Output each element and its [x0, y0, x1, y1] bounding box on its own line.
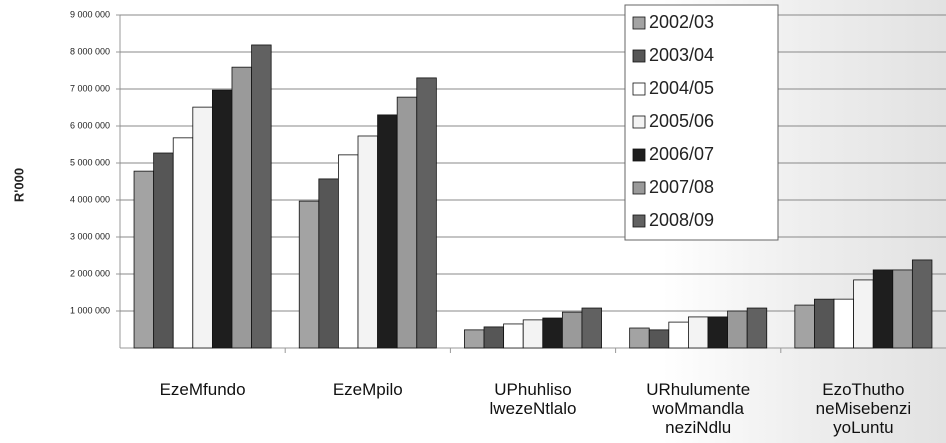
bar	[911, 259, 933, 349]
bar	[561, 311, 583, 349]
legend-label: 2003/04	[649, 45, 714, 65]
y-axis-label: R'000	[11, 168, 26, 202]
legend-swatch	[632, 214, 646, 228]
y-tick-label: 5 000 000	[70, 157, 110, 167]
legend-label: 2004/05	[649, 78, 714, 98]
legend-label: 2006/07	[649, 144, 714, 164]
bar	[814, 298, 835, 349]
x-tick-label: URhulumente woMmandla neziNdlu	[646, 380, 751, 437]
bar	[503, 323, 524, 349]
bar	[727, 310, 748, 349]
bar	[298, 200, 320, 349]
legend-label: 2005/06	[649, 111, 714, 131]
y-tick-label: 1 000 000	[70, 305, 110, 315]
legend-swatch	[632, 148, 646, 162]
legend-label: 2008/09	[649, 210, 714, 230]
bar	[542, 317, 563, 349]
y-tick-label: 6 000 000	[70, 120, 110, 130]
bar	[318, 178, 339, 349]
bar	[794, 304, 815, 349]
bar	[377, 114, 398, 349]
y-tick-label: 9 000 000	[70, 9, 110, 19]
legend-swatch	[632, 115, 646, 129]
legend-swatch	[632, 49, 646, 63]
bar	[172, 137, 194, 349]
bar	[707, 316, 728, 349]
bar	[211, 89, 233, 349]
bar	[133, 170, 155, 349]
legend-label: 2007/08	[649, 177, 714, 197]
bar	[581, 307, 602, 349]
bar	[251, 44, 272, 349]
bar	[231, 66, 252, 349]
y-tick-label: 2 000 000	[70, 268, 110, 278]
bar	[668, 321, 689, 349]
bar	[338, 154, 359, 349]
bar	[629, 327, 650, 349]
bar	[416, 77, 437, 349]
legend-swatch	[632, 82, 646, 96]
bar	[892, 269, 913, 349]
x-tick-label: EzoThutho neMisebenzi yoLuntu	[815, 380, 912, 437]
bar	[872, 269, 894, 349]
bar	[522, 319, 544, 349]
bar	[746, 307, 768, 349]
y-tick-label: 8 000 000	[70, 46, 110, 56]
bar	[648, 329, 670, 349]
bar	[464, 329, 485, 349]
x-tick-label: EzeMfundo	[159, 380, 246, 399]
y-tick-label: 3 000 000	[70, 231, 110, 241]
legend-swatch	[632, 181, 646, 195]
bar	[853, 279, 874, 349]
x-tick-label: UPhuhliso lwezeNtlalo	[489, 380, 577, 418]
bar	[688, 316, 709, 349]
x-tick-label: EzeMpilo	[332, 380, 403, 399]
legend-swatch	[632, 16, 646, 30]
y-tick-label: 7 000 000	[70, 83, 110, 93]
bar	[192, 106, 213, 349]
bar	[833, 298, 855, 349]
y-tick-label: 4 000 000	[70, 194, 110, 204]
legend-box	[624, 4, 779, 241]
bar	[153, 152, 174, 349]
bar	[396, 96, 418, 349]
bar	[483, 326, 505, 349]
bar	[357, 135, 378, 349]
legend-label: 2002/03	[649, 12, 714, 32]
